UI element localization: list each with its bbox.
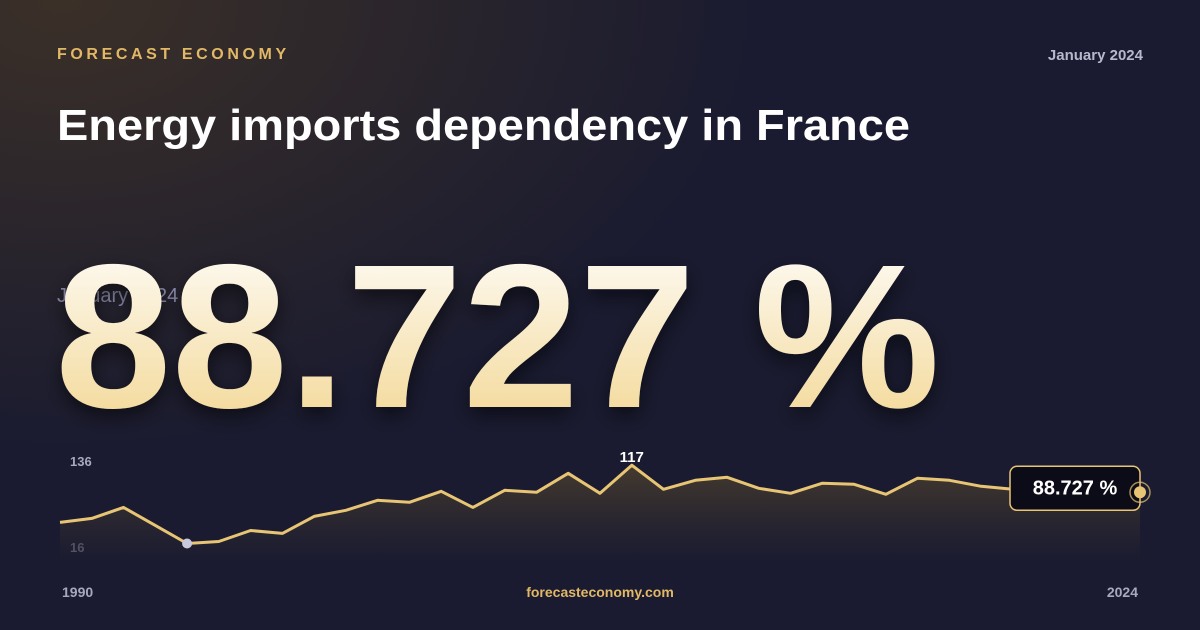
date: January 2024 [1048,47,1144,64]
x-tick-label: 1990 [62,584,93,600]
brand: FORECAST ECONOMY [57,46,290,63]
x-tick-label: 2024 [1107,584,1138,600]
line [59,463,1141,545]
end-ring [1129,481,1151,504]
end-point [1134,486,1146,499]
value-date: January 2024 [57,285,178,307]
headline-value: 88.727 % [55,222,940,451]
y-tick-label: 136 [70,454,92,469]
max-label: 117 [620,449,644,466]
footer: forecasteconomy.com [526,584,674,600]
title: Energy imports dependency in France [57,101,910,150]
callout-label: 88.727 % [1033,477,1118,499]
min-point [182,538,193,549]
sparkline: 161361990202411788.727 % [59,449,1151,600]
